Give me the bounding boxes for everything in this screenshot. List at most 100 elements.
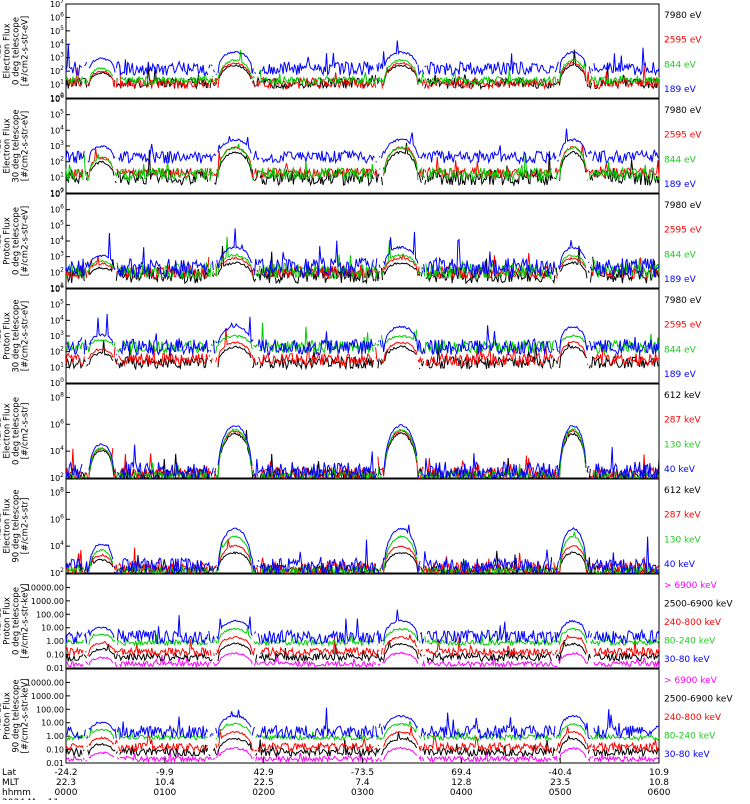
panel-8: 0.01 0.10 1.00 10.00 100.00 1000.00 10000.00ME… xyxy=(0,668,733,768)
legend-entry: 240-800 keV xyxy=(664,713,722,723)
y-tick-label: 106 xyxy=(50,418,64,429)
y-tick-label: 101 xyxy=(50,361,64,372)
y-tick-label: 107 xyxy=(50,0,64,9)
y-tick-label: 1000.00 xyxy=(31,692,64,701)
y-tick-label: 105 xyxy=(50,109,64,120)
series-line xyxy=(65,640,660,663)
y-tick-label: 108 xyxy=(50,486,64,497)
y-tick-label: 0.10 xyxy=(46,651,64,660)
series-line xyxy=(65,531,660,575)
x-tick-label: 12.8 xyxy=(451,778,471,788)
y-tick-label: 105 xyxy=(50,219,64,230)
y-tick-label: 106 xyxy=(50,513,64,524)
series-line xyxy=(65,340,660,371)
y-tick-label: 100.00 xyxy=(36,610,64,619)
y-tick-label: 104 xyxy=(50,314,64,325)
panel-frame xyxy=(65,573,660,669)
series-line xyxy=(65,313,660,356)
legend-entry: 189 eV xyxy=(664,370,697,380)
y-tick-label: 108 xyxy=(50,391,64,402)
y-tick-label: 103 xyxy=(50,330,64,341)
y-tick-label: 103 xyxy=(50,140,64,151)
y-tick-label: 103 xyxy=(50,251,64,262)
legend-entry: 287 keV xyxy=(664,416,701,426)
legend-entry: > 6900 keV xyxy=(664,581,718,591)
series-line xyxy=(65,429,660,480)
series-line xyxy=(65,609,660,646)
legend-entry: > 6900 keV xyxy=(664,676,718,686)
y-tick-label: 1000.00 xyxy=(31,597,64,606)
y-tick-label: 102 xyxy=(50,65,64,76)
series-line xyxy=(65,524,660,575)
y-tick-label: 10.00 xyxy=(41,624,64,633)
panel-1: 100 101 102 103 104 105 106 107 TEDElectron Flux… xyxy=(0,0,702,103)
legend-entry: 7980 eV xyxy=(664,106,702,116)
legend-entry: 40 keV xyxy=(664,560,696,570)
y-tick-label: 101 xyxy=(50,79,64,90)
legend-entry: 130 keV xyxy=(664,535,701,545)
y-tick-label: 10000.00 xyxy=(26,583,64,592)
panel-6: 102 104 106 108 MEPEDElectron Flux90 deg tel… xyxy=(0,478,701,578)
y-tick-label: 102 xyxy=(50,567,64,578)
y-tick-label: 106 xyxy=(50,283,64,294)
legend-entry: 30-80 keV xyxy=(664,655,710,665)
axis-row-label: hhmm xyxy=(2,788,31,798)
x-tick-label: 0400 xyxy=(450,788,473,798)
legend-entry: 844 eV xyxy=(664,250,697,260)
x-tick-label: 23.5 xyxy=(550,778,570,788)
legend-entry: 7980 eV xyxy=(664,201,702,211)
y-tick-label: 100 xyxy=(50,377,64,388)
panel-5: 102 104 106 108 MEPEDElectron Flux0 deg tele… xyxy=(0,383,701,483)
legend-entry: 844 eV xyxy=(664,155,697,165)
legend-entry: 80-240 keV xyxy=(664,732,716,742)
y-axis-label: MEPEDElectron Flux90 deg telescope[#/cm2… xyxy=(0,489,31,562)
legend-entry: 2500-6900 keV xyxy=(664,695,733,705)
legend-entry: 287 keV xyxy=(664,511,701,521)
legend-entry: 7980 eV xyxy=(664,296,702,306)
legend-entry: 189 eV xyxy=(664,85,697,95)
panel-2: 100 101 102 103 104 105 106 TEDElectron Flux30 … xyxy=(0,93,702,198)
x-tick-label: 0600 xyxy=(648,788,671,798)
y-tick-label: 10000.00 xyxy=(26,678,64,687)
y-tick-label: 100.00 xyxy=(36,705,64,714)
legend-entry: 2595 eV xyxy=(664,131,702,141)
y-tick-label: 10.00 xyxy=(41,719,64,728)
legend-entry: 2595 eV xyxy=(664,226,702,236)
x-tick-label: 22.5 xyxy=(254,778,274,788)
y-tick-label: 104 xyxy=(50,124,64,135)
legend-entry: 40 keV xyxy=(664,465,696,475)
x-tick-label: 10.9 xyxy=(649,768,669,778)
y-tick-label: 105 xyxy=(50,299,64,310)
y-tick-label: 105 xyxy=(50,25,64,36)
x-tick-label: 69.4 xyxy=(451,768,471,778)
legend-entry: 2595 eV xyxy=(664,36,702,46)
y-axis-label: TEDElectron Flux30 deg telescope[#/cm2-s… xyxy=(0,109,31,182)
y-tick-label: 104 xyxy=(50,540,64,551)
panel-4: 100 101 102 103 104 105 106 TEDProton Flux30 de… xyxy=(0,283,702,388)
y-tick-label: 0.10 xyxy=(46,746,64,755)
x-tick-label: -40.4 xyxy=(549,768,573,778)
y-tick-label: 104 xyxy=(50,38,64,49)
legend-entry: 844 eV xyxy=(664,345,697,355)
panel-7: 0.01 0.10 1.00 10.00 100.00 1000.00 10000.00ME… xyxy=(0,573,733,673)
panel-frame xyxy=(65,478,660,574)
x-tick-label: 0000 xyxy=(55,788,78,798)
y-axis-label: MEPEDElectron Flux0 deg telescope[#/cm2-… xyxy=(0,397,31,465)
y-tick-label: 107 xyxy=(50,188,64,199)
legend-entry: 612 keV xyxy=(664,486,701,496)
axis-row-label: MLT xyxy=(2,778,20,788)
panel-frame xyxy=(65,3,660,99)
series-line xyxy=(65,228,660,278)
series-line xyxy=(65,731,660,758)
y-tick-label: 102 xyxy=(50,472,64,483)
legend-entry: 189 eV xyxy=(664,275,697,285)
y-tick-label: 106 xyxy=(50,11,64,22)
series-line xyxy=(65,720,660,742)
x-tick-label: 0200 xyxy=(252,788,275,798)
x-tick-label: -9.9 xyxy=(156,768,174,778)
y-axis-label: MEPEDProton Flux0 deg telescope[#/cm2-s-… xyxy=(0,584,31,659)
x-tick-label: 22.3 xyxy=(56,778,76,788)
y-tick-label: 106 xyxy=(50,93,64,104)
legend-entry: 30-80 keV xyxy=(664,750,710,760)
